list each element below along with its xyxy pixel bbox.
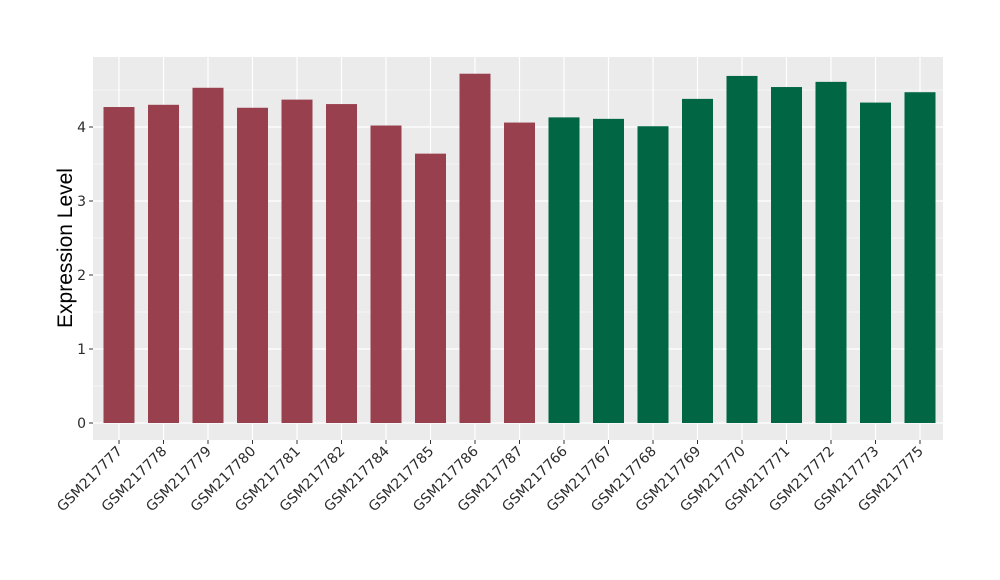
bar-GSM217770 xyxy=(726,75,758,423)
y-tick-label: 3 xyxy=(77,194,86,210)
bar-GSM217778 xyxy=(148,104,179,424)
bar-GSM217768 xyxy=(637,126,669,423)
y-tick-label: 2 xyxy=(77,268,86,284)
bar-GSM217780 xyxy=(237,107,268,423)
bars xyxy=(103,73,936,424)
bar-GSM217777 xyxy=(103,107,135,424)
bar-GSM217784 xyxy=(370,125,402,424)
bar-GSM217779 xyxy=(192,87,224,423)
bar-GSM217775 xyxy=(904,92,936,423)
bar-GSM217782 xyxy=(326,104,357,423)
y-axis: 0 1 2 3 4 xyxy=(77,120,93,432)
bar-GSM217786 xyxy=(459,73,491,423)
y-tick-label: 1 xyxy=(77,342,86,358)
bar-GSM217787 xyxy=(504,122,535,423)
bar-GSM217771 xyxy=(771,87,802,423)
bar-GSM217781 xyxy=(281,99,313,424)
y-tick-label: 4 xyxy=(77,120,86,136)
y-tick-label: 0 xyxy=(77,416,86,432)
y-axis-title: Expression Level xyxy=(54,168,77,328)
bar-GSM217785 xyxy=(415,153,446,423)
bar-GSM217766 xyxy=(548,117,580,423)
x-axis: GSM217777GSM217778GSM217779GSM217780GSM2… xyxy=(54,440,927,515)
bar-GSM217767 xyxy=(593,118,624,424)
bar-GSM217769 xyxy=(682,98,713,423)
bar-GSM217772 xyxy=(815,81,847,424)
bar-GSM217773 xyxy=(860,102,891,423)
